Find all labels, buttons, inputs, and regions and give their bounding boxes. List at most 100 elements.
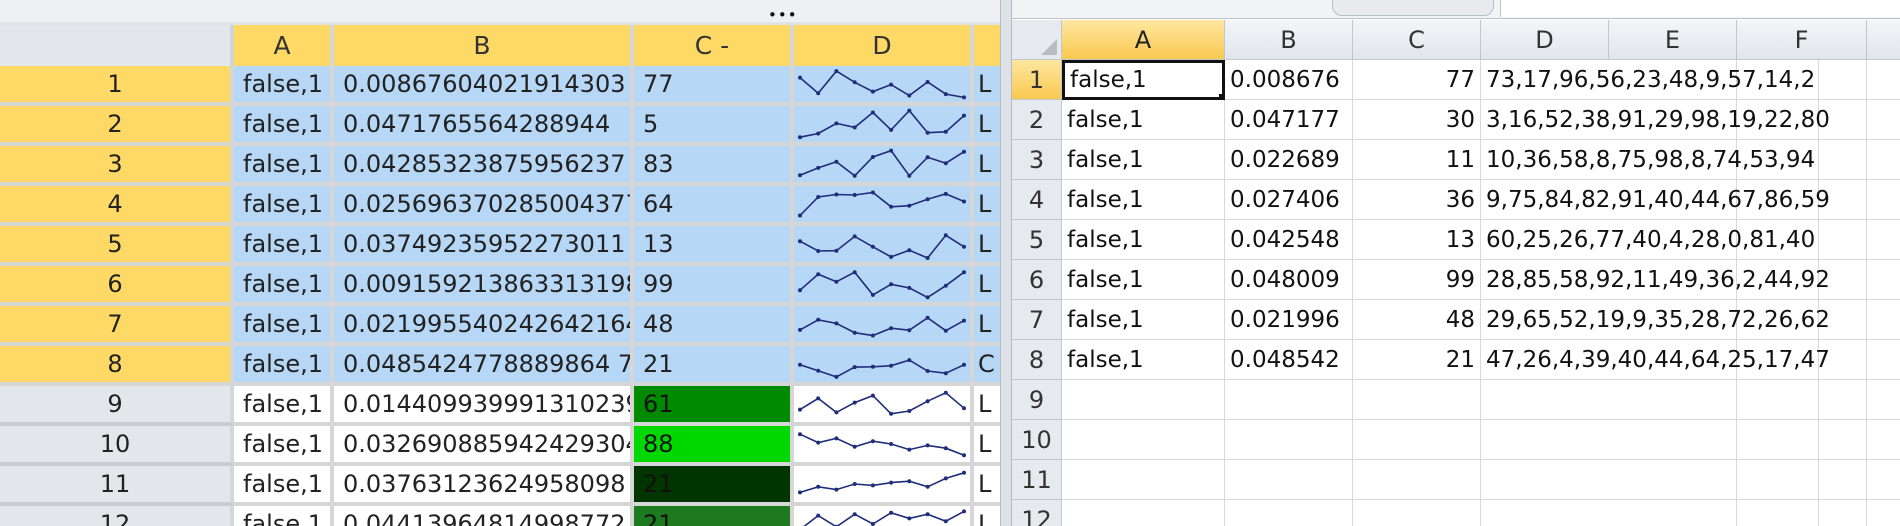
excel-col-header-e[interactable]: E [1609, 20, 1737, 60]
excel-cell-g[interactable] [1867, 100, 1900, 140]
excel-cell-f[interactable] [1737, 260, 1867, 300]
excel-cell-b[interactable] [1225, 500, 1353, 526]
left-cell-e[interactable]: L [974, 186, 1000, 226]
left-cell-c[interactable]: 48 [634, 306, 794, 346]
excel-cell-d[interactable]: 28,85,58,92,11,49,36,2,44,92 [1481, 260, 1830, 300]
left-cell-d-sparkline[interactable] [794, 346, 974, 386]
left-cell-a[interactable]: false,1 [234, 466, 334, 506]
left-cell-d-sparkline[interactable] [794, 266, 974, 306]
excel-cell-c[interactable]: 21 [1353, 340, 1481, 380]
excel-row-header[interactable]: 4 [1012, 180, 1062, 220]
excel-col-header-c[interactable]: C [1353, 20, 1481, 60]
excel-row-header[interactable]: 8 [1012, 340, 1062, 380]
left-cell-c[interactable]: 21 [634, 466, 794, 506]
left-row-header[interactable]: 11 [0, 466, 234, 506]
left-cell-c[interactable]: 77 [634, 66, 794, 106]
excel-cell-d[interactable] [1481, 420, 1819, 460]
left-grid-corner[interactable] [0, 25, 234, 66]
excel-cell-b[interactable] [1225, 420, 1353, 460]
left-cell-e[interactable]: L [974, 226, 1000, 266]
left-cell-b[interactable]: 0.0471765564288944 [334, 106, 634, 146]
excel-row-header[interactable]: 5 [1012, 220, 1062, 260]
left-cell-b[interactable]: 0.03763123624958098 [334, 466, 634, 506]
excel-col-header-f[interactable]: F [1737, 20, 1867, 60]
left-cell-b[interactable]: 0.014409939991310239 [334, 386, 634, 426]
left-cell-b[interactable]: 0.0485424778889864 7 [334, 346, 634, 386]
left-cell-e[interactable]: L [974, 66, 1000, 106]
left-cell-a[interactable]: false,1 [234, 506, 334, 526]
excel-cell-g[interactable] [1867, 300, 1900, 340]
left-cell-a[interactable]: false,1 [234, 186, 334, 226]
left-cell-d-sparkline[interactable] [794, 186, 974, 226]
select-all-corner[interactable] [1012, 20, 1062, 60]
excel-col-header-b[interactable]: B [1225, 20, 1353, 60]
formula-bar-controls[interactable] [1332, 0, 1494, 16]
excel-cell-g[interactable] [1867, 260, 1900, 300]
excel-cell-a[interactable] [1062, 380, 1225, 420]
excel-cell-d[interactable]: 9,75,84,82,91,40,44,67,86,59 [1481, 180, 1830, 220]
excel-cell-c[interactable]: 36 [1353, 180, 1481, 220]
left-cell-b[interactable]: 0.04285323875956237 [334, 146, 634, 186]
left-cell-e[interactable]: L [974, 266, 1000, 306]
left-cell-c[interactable]: 88 [634, 426, 794, 466]
excel-cell-b[interactable] [1225, 380, 1353, 420]
excel-cell-c[interactable]: 48 [1353, 300, 1481, 340]
excel-cell-b[interactable]: 0.022689 [1225, 140, 1353, 180]
excel-cell-g[interactable] [1867, 380, 1900, 420]
excel-col-header-d[interactable]: D [1481, 20, 1609, 60]
left-col-header-c[interactable]: C - [634, 25, 794, 66]
excel-row-header[interactable]: 12 [1012, 500, 1062, 526]
excel-cell-a[interactable]: false,1 [1062, 220, 1225, 260]
excel-row-header[interactable]: 10 [1012, 420, 1062, 460]
left-cell-c[interactable]: 83 [634, 146, 794, 186]
excel-cell-a[interactable]: false,1 [1062, 300, 1225, 340]
excel-cell-d[interactable]: 73,17,96,56,23,48,9,57,14,2 [1481, 60, 1819, 100]
left-cell-c[interactable]: 99 [634, 266, 794, 306]
name-box[interactable] [1012, 0, 1332, 12]
formula-input[interactable] [1500, 0, 1900, 17]
excel-cell-d[interactable]: 10,36,58,8,75,98,8,74,53,94 [1481, 140, 1819, 180]
left-cell-a[interactable]: false,1 [234, 146, 334, 186]
left-cell-b[interactable]: 0.021995540242642164 [334, 306, 634, 346]
excel-cell-f[interactable] [1737, 100, 1867, 140]
left-cell-c[interactable]: 64 [634, 186, 794, 226]
excel-cell-d[interactable]: 3,16,52,38,91,29,98,19,22,80 [1481, 100, 1830, 140]
excel-cell-c[interactable]: 13 [1353, 220, 1481, 260]
left-col-header-a[interactable]: A [234, 25, 334, 66]
excel-cell-g[interactable] [1867, 460, 1900, 500]
left-cell-e[interactable]: L [974, 386, 1000, 426]
excel-cell-a[interactable]: false,1 [1062, 100, 1225, 140]
excel-cell-d[interactable] [1481, 500, 1819, 526]
left-row-header[interactable]: 12 [0, 506, 234, 526]
excel-cell-c[interactable]: 99 [1353, 260, 1481, 300]
excel-cell-b[interactable]: 0.042548 [1225, 220, 1353, 260]
excel-cell-b[interactable]: 0.048009 [1225, 260, 1353, 300]
excel-row-header[interactable]: 9 [1012, 380, 1062, 420]
left-cell-d-sparkline[interactable] [794, 66, 974, 106]
excel-row-header[interactable]: 1 [1012, 60, 1062, 100]
left-row-header[interactable]: 6 [0, 266, 234, 306]
left-cell-e[interactable]: L [974, 466, 1000, 506]
excel-cell-b[interactable]: 0.047177 [1225, 100, 1353, 140]
excel-cell-g[interactable] [1867, 60, 1900, 100]
excel-cell-f[interactable] [1737, 460, 1867, 500]
excel-cell-a[interactable] [1062, 500, 1225, 526]
excel-cell-b[interactable]: 0.027406 [1225, 180, 1353, 220]
left-cell-a[interactable]: false,1 [234, 386, 334, 426]
left-cell-e[interactable]: L [974, 506, 1000, 526]
excel-cell-d[interactable] [1481, 460, 1819, 500]
excel-cell-f[interactable] [1737, 500, 1867, 526]
excel-cell-c[interactable] [1353, 460, 1481, 500]
excel-cell-d[interactable] [1481, 380, 1819, 420]
excel-cell-f[interactable] [1737, 380, 1867, 420]
excel-cell-a[interactable]: false,1 [1062, 140, 1225, 180]
more-dots-icon[interactable]: ••• [768, 6, 798, 24]
excel-cell-g[interactable] [1867, 140, 1900, 180]
left-cell-a[interactable]: false,1 [234, 346, 334, 386]
left-col-header-d[interactable]: D [794, 25, 974, 66]
excel-cell-a[interactable]: false,1 [1062, 180, 1225, 220]
left-row-header[interactable]: 8 [0, 346, 234, 386]
excel-cell-b[interactable]: 0.048542 [1225, 340, 1353, 380]
excel-row-header[interactable]: 3 [1012, 140, 1062, 180]
left-row-header[interactable]: 7 [0, 306, 234, 346]
